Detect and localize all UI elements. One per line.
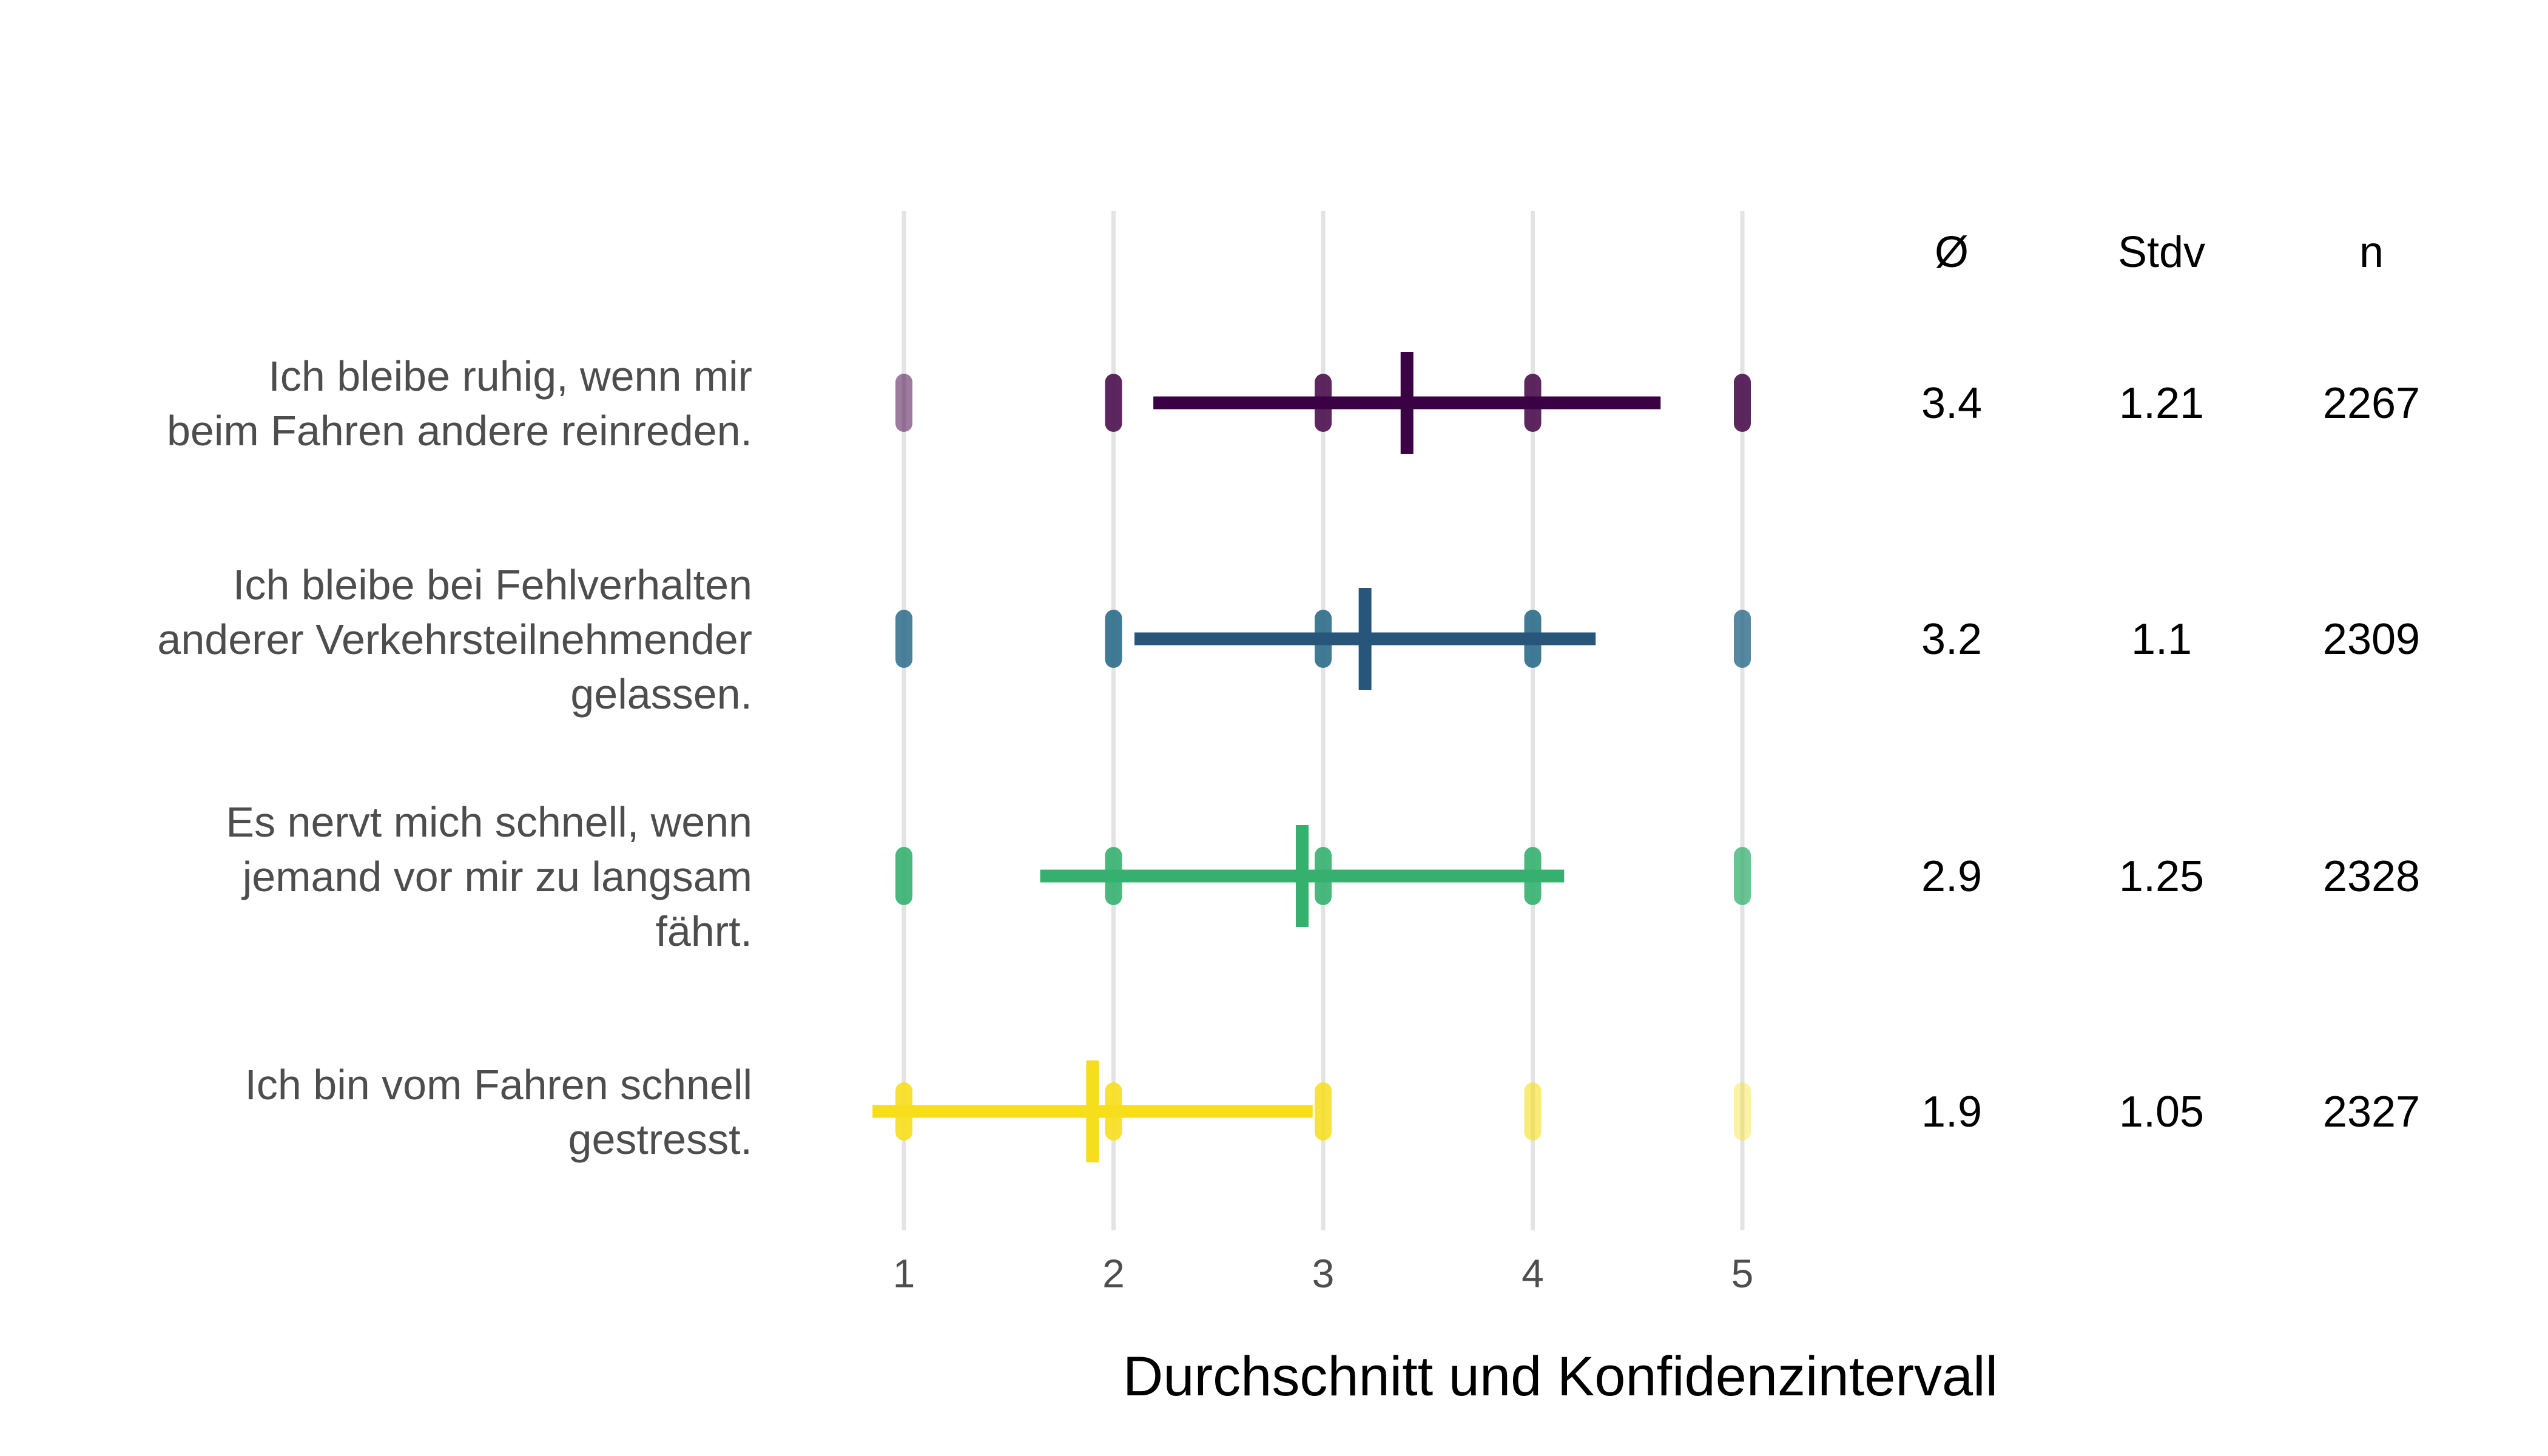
x-tick-label: 5: [1731, 1251, 1754, 1296]
mean-value: 1.9: [1921, 1088, 1982, 1136]
stats-table: Ø Stdv n 3.4 1.21 2267 3.2 1.1 2309 2.9 1.25 232…: [1921, 228, 2420, 1136]
row-label: fährt.: [655, 908, 752, 955]
n-value: 2309: [2323, 615, 2420, 664]
x-tick-label: 3: [1312, 1251, 1335, 1296]
data-point-cluster: [1315, 1082, 1332, 1141]
stdv-value: 1.1: [2131, 615, 2192, 664]
data-point-cluster: [1524, 1082, 1542, 1141]
x-tick-label: 2: [1102, 1251, 1125, 1296]
row-label: Ich bin vom Fahren schnell: [244, 1061, 752, 1108]
header-n: n: [2359, 228, 2384, 277]
header-stdv: Stdv: [2118, 228, 2205, 277]
row-label: jemand vor mir zu langsam: [241, 853, 752, 900]
row-label: Es nervt mich schnell, wenn: [226, 798, 752, 846]
data-point-cluster: [1734, 847, 1751, 905]
data-point-cluster: [895, 374, 912, 432]
stdv-value: 1.05: [2119, 1088, 2204, 1136]
row-label: gestresst.: [568, 1116, 752, 1163]
grid-lines: [902, 211, 1745, 1230]
x-tick-label: 1: [893, 1251, 915, 1296]
x-tick-labels: 1 2 3 4 5: [893, 1251, 1754, 1296]
n-value: 2328: [2323, 852, 2420, 901]
x-axis-title: Durchschnitt und Konfidenzintervall: [1123, 1346, 1998, 1407]
n-value: 2267: [2323, 379, 2420, 428]
mean-value: 3.4: [1921, 379, 1982, 428]
data-point-cluster: [895, 847, 912, 905]
stdv-value: 1.21: [2119, 379, 2204, 428]
data-point-cluster: [1105, 610, 1122, 668]
row-label: gelassen.: [570, 670, 752, 718]
row-labels: Ich bleibe ruhig, wenn mir beim Fahren an…: [157, 352, 752, 1163]
header-mean: Ø: [1935, 228, 1969, 277]
stdv-value: 1.25: [2119, 852, 2204, 901]
row-label: Ich bleibe bei Fehlverhalten: [233, 561, 752, 608]
n-value: 2327: [2323, 1088, 2420, 1136]
row-label: anderer Verkehrsteilnehmender: [157, 616, 752, 663]
data-point-cluster: [1734, 1082, 1751, 1141]
mean-value: 3.2: [1921, 615, 1982, 664]
row-label: Ich bleibe ruhig, wenn mir: [268, 352, 752, 400]
data-point-cluster: [1105, 374, 1122, 432]
data-point-cluster: [895, 610, 912, 668]
data-point-cluster: [1734, 610, 1751, 668]
row-label: beim Fahren andere reinreden.: [167, 407, 752, 454]
x-tick-label: 4: [1522, 1251, 1544, 1296]
data-point-cluster: [1734, 374, 1751, 432]
data-points: [895, 374, 1751, 1141]
error-bars: [872, 352, 1661, 1162]
mean-value: 2.9: [1921, 852, 1982, 901]
